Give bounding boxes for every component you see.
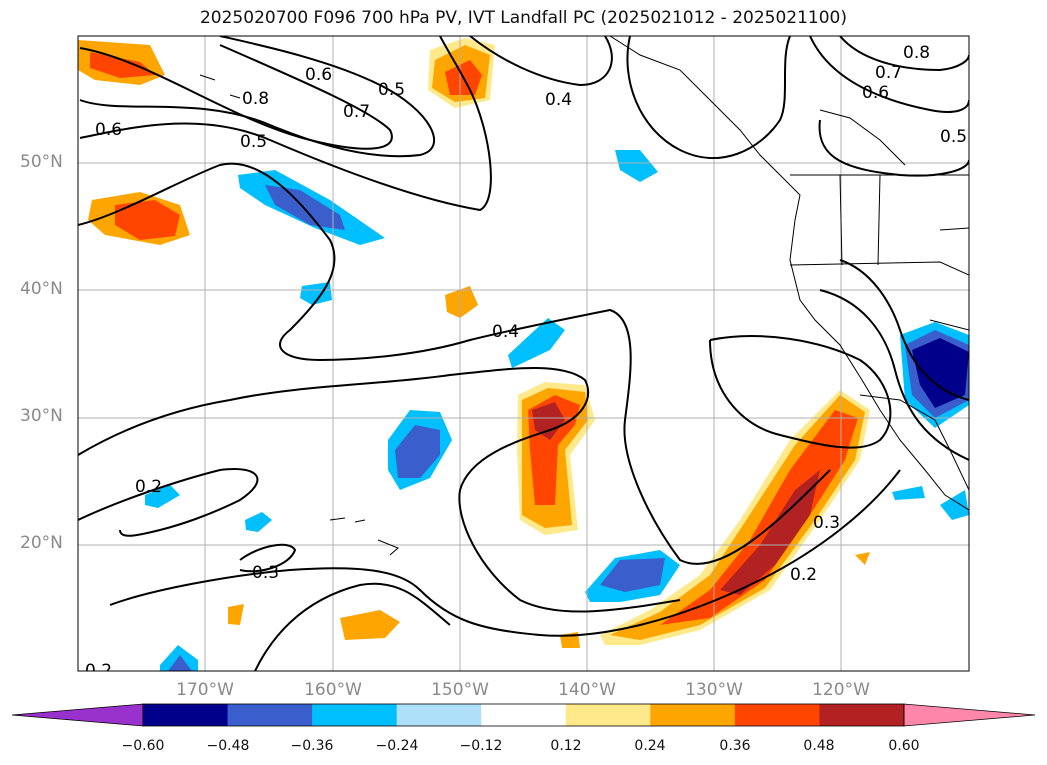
- lon-label: 140°W: [558, 680, 616, 700]
- colorbar-swatch: [143, 704, 229, 726]
- map-plot-area: 0.8 0.6 0.5 0.7 0.5 0.4 0.6 0.8 0.7 0.6 …: [78, 36, 969, 681]
- contour-label: 0.2: [790, 565, 817, 585]
- colorbar-tick-label: −0.12: [459, 738, 503, 754]
- lat-label: 30°N: [20, 406, 63, 426]
- contour-label: 0.2: [85, 661, 112, 681]
- contour-label: 0.2: [135, 477, 162, 497]
- colorbar-swatch: [227, 704, 313, 726]
- colorbar: [11, 703, 1036, 727]
- colorbar-swatch: [481, 704, 567, 726]
- contour-label: 0.4: [545, 90, 572, 110]
- contour-label: 0.6: [305, 65, 332, 85]
- colorbar-tick-label: −0.60: [121, 738, 165, 754]
- colorbar-tick-label: −0.48: [206, 738, 250, 754]
- contour-label: 0.8: [242, 89, 269, 109]
- colorbar-swatch: [565, 704, 651, 726]
- contour-label: 0.5: [378, 80, 405, 100]
- colorbar-tick-label: 0.36: [719, 738, 751, 754]
- contour-label: 0.5: [240, 132, 267, 152]
- contour-label-group: 0.8 0.6 0.5 0.7 0.5 0.4 0.6 0.8 0.7 0.6 …: [85, 43, 967, 681]
- colorbar-tick-label: −0.24: [375, 738, 419, 754]
- contour-label: 0.6: [862, 83, 889, 103]
- contour-label: 0.8: [903, 43, 930, 63]
- colorbar-tick-label: 0.12: [550, 738, 582, 754]
- negative-shading: [145, 150, 969, 671]
- colorbar-tick-label: 0.48: [803, 738, 835, 754]
- map-title: 2025020700 F096 700 hPa PV, IVT Landfall…: [199, 8, 847, 28]
- colorbar-swatch: [312, 704, 398, 726]
- colorbar-tick-label: 0.60: [888, 738, 920, 754]
- contour-label: 0.7: [875, 63, 902, 83]
- colorbar-frame: [142, 703, 905, 727]
- lat-label: 40°N: [20, 279, 63, 299]
- contour-label: 0.6: [95, 120, 122, 140]
- colorbar-tick-label: −0.36: [290, 738, 334, 754]
- coastlines: [199, 36, 969, 556]
- lat-label: 20°N: [20, 533, 63, 553]
- lon-label: 160°W: [304, 680, 362, 700]
- colorbar-swatch: [396, 704, 482, 726]
- lon-label: 170°W: [176, 680, 234, 700]
- lat-label: 50°N: [20, 152, 63, 172]
- lon-label: 150°W: [431, 680, 489, 700]
- contour-label: 0.3: [813, 513, 840, 533]
- colorbar-swatch: [819, 704, 905, 726]
- contour-label: 0.4: [492, 322, 519, 342]
- plot-frame: [77, 35, 970, 672]
- colorbar-swatch: [734, 704, 820, 726]
- lon-label: 120°W: [812, 680, 870, 700]
- colorbar-swatch: [650, 704, 736, 726]
- contour-label: 0.5: [940, 127, 967, 147]
- contour-label: 0.3: [252, 563, 279, 583]
- pv-contours: [78, 36, 969, 671]
- colorbar-tick-label: 0.24: [634, 738, 666, 754]
- lon-label: 130°W: [685, 680, 743, 700]
- colorbar-extend-low: [11, 703, 144, 727]
- colorbar-extend-high: [903, 703, 1036, 727]
- contour-label: 0.7: [343, 102, 370, 122]
